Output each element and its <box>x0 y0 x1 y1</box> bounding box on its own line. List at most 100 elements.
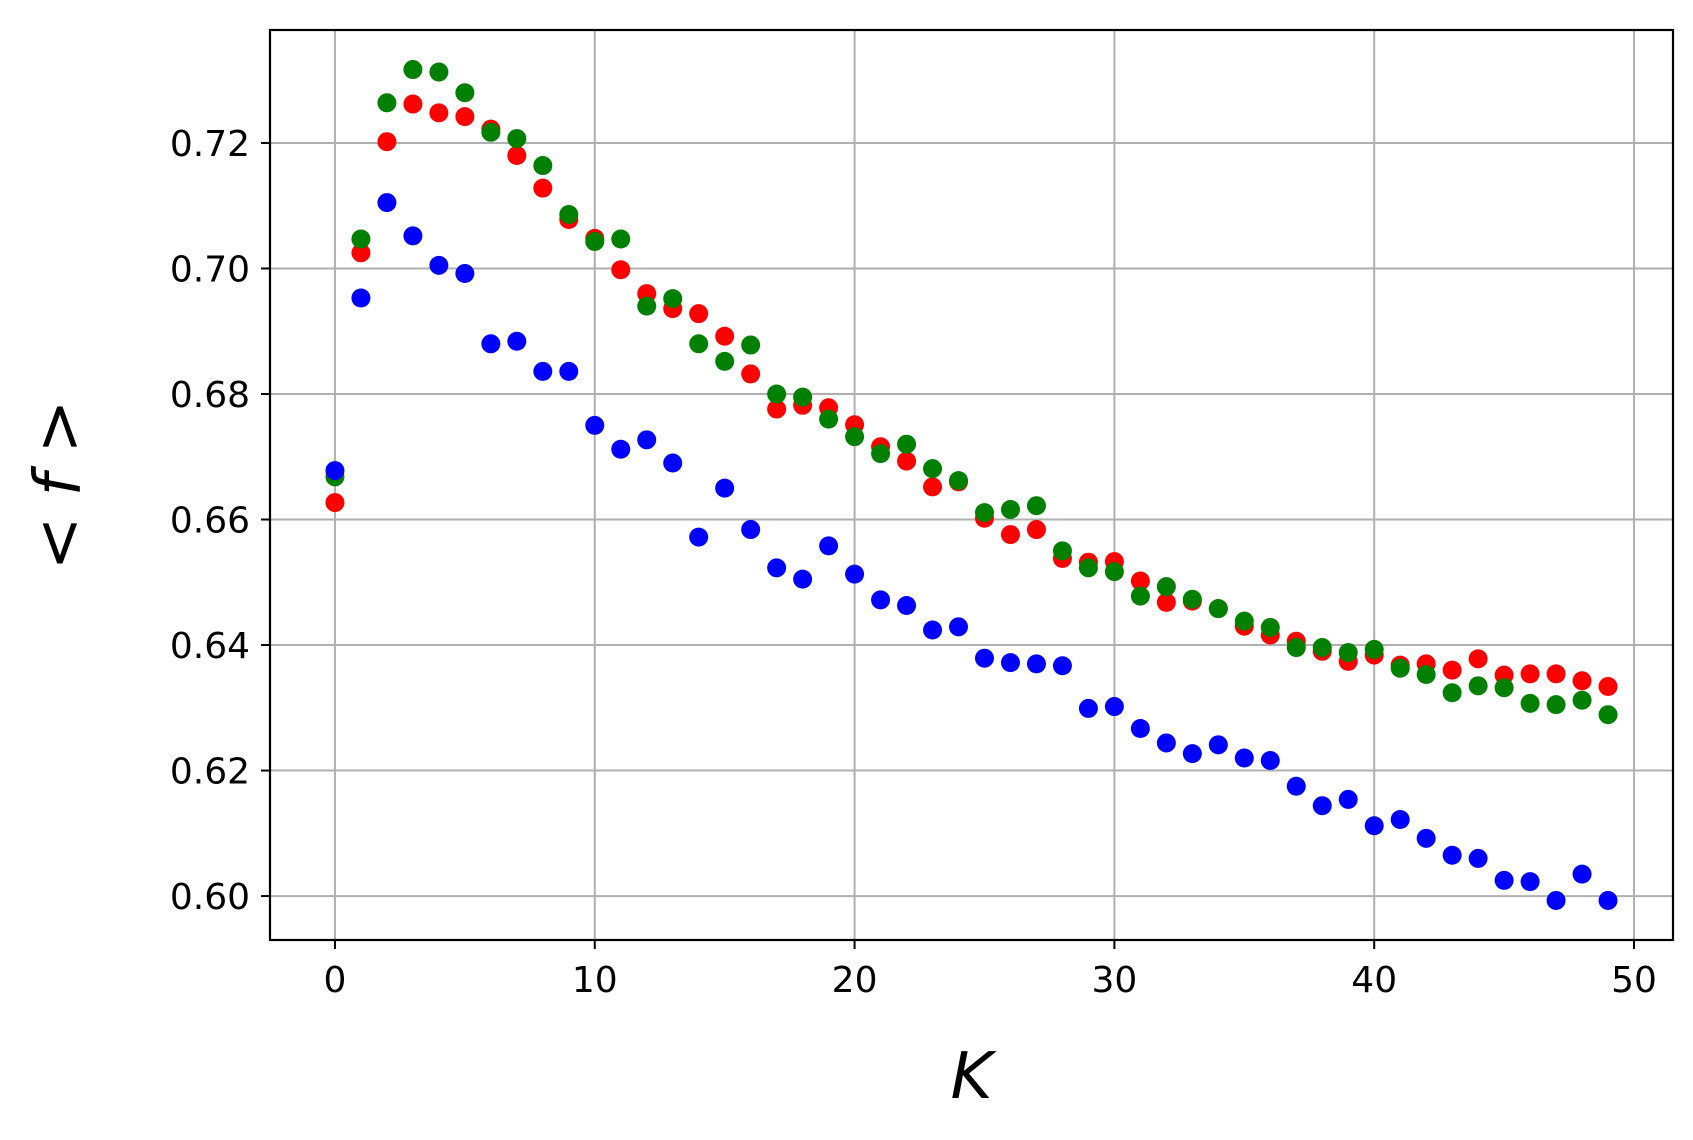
data-point-series-2 <box>1208 735 1228 755</box>
data-point-series-2 <box>1104 697 1124 717</box>
data-point-series-2 <box>1026 654 1046 674</box>
data-points <box>325 60 1618 910</box>
data-point-series-2 <box>1390 810 1410 830</box>
data-point-series-1 <box>403 60 423 80</box>
data-point-series-1 <box>845 427 865 447</box>
data-point-series-0 <box>403 94 423 114</box>
x-axis-label: K <box>951 1040 998 1114</box>
data-point-series-2 <box>507 331 527 351</box>
data-point-series-0 <box>1598 676 1618 696</box>
data-point-series-2 <box>974 648 994 668</box>
data-point-series-2 <box>377 193 397 213</box>
data-point-series-1 <box>1598 705 1618 725</box>
data-point-series-0 <box>923 477 943 497</box>
data-point-series-0 <box>1468 649 1488 669</box>
data-point-series-1 <box>1546 695 1566 715</box>
y-tick-label: 0.70 <box>170 249 250 290</box>
data-point-series-1 <box>923 459 943 479</box>
data-point-series-2 <box>403 226 423 246</box>
data-point-series-1 <box>481 122 501 142</box>
data-point-series-0 <box>429 103 449 123</box>
data-point-series-2 <box>923 620 943 640</box>
data-point-series-2 <box>819 536 839 556</box>
data-point-series-1 <box>1468 676 1488 696</box>
data-point-series-2 <box>1442 845 1462 865</box>
data-point-series-0 <box>1130 571 1150 591</box>
data-point-series-1 <box>1286 638 1306 658</box>
data-point-series-2 <box>845 564 865 584</box>
data-point-series-1 <box>663 289 683 309</box>
data-point-series-1 <box>637 296 657 316</box>
data-point-series-1 <box>585 231 605 251</box>
data-point-series-1 <box>871 444 891 464</box>
data-point-series-2 <box>1286 776 1306 796</box>
x-tick-label: 40 <box>1351 960 1397 1001</box>
data-point-series-2 <box>897 595 917 615</box>
y-tick-label: 0.64 <box>170 626 250 667</box>
data-point-series-0 <box>1546 664 1566 684</box>
data-point-series-0 <box>507 146 527 166</box>
data-point-series-0 <box>325 493 345 513</box>
data-point-series-2 <box>1000 653 1020 673</box>
data-point-series-1 <box>351 229 371 249</box>
data-point-series-2 <box>1520 872 1540 892</box>
data-point-series-1 <box>1026 496 1046 516</box>
data-point-series-2 <box>689 527 709 547</box>
data-point-series-1 <box>1494 678 1514 698</box>
data-point-series-2 <box>1468 848 1488 868</box>
grid-lines <box>270 30 1673 940</box>
data-point-series-2 <box>637 430 657 450</box>
data-point-series-1 <box>1520 693 1540 713</box>
data-point-series-1 <box>715 351 735 371</box>
data-point-series-1 <box>377 93 397 113</box>
plot-background <box>270 30 1673 940</box>
data-point-series-1 <box>741 335 761 355</box>
data-point-series-1 <box>559 205 579 225</box>
data-point-series-0 <box>1156 592 1176 612</box>
data-point-series-2 <box>533 361 553 381</box>
data-point-series-2 <box>871 590 891 610</box>
data-point-series-2 <box>1416 828 1436 848</box>
x-tick-label: 20 <box>832 960 878 1001</box>
data-point-series-1 <box>1312 638 1332 658</box>
y-tick-label: 0.68 <box>170 375 250 416</box>
y-tick-label: 0.62 <box>170 752 250 793</box>
data-point-series-2 <box>1338 789 1358 809</box>
data-point-series-2 <box>663 453 683 473</box>
data-point-series-0 <box>1520 664 1540 684</box>
data-point-series-0 <box>1572 671 1592 691</box>
data-point-series-2 <box>559 361 579 381</box>
plot-frame <box>268 28 1675 942</box>
data-point-series-2 <box>1156 733 1176 753</box>
data-point-series-0 <box>533 178 553 198</box>
data-point-series-2 <box>585 415 605 435</box>
data-point-series-2 <box>1130 719 1150 739</box>
data-point-series-2 <box>1572 864 1592 884</box>
data-point-series-2 <box>1364 816 1384 836</box>
data-point-series-2 <box>1234 748 1254 768</box>
x-tick-label: 0 <box>324 960 347 1001</box>
data-point-series-2 <box>481 334 501 354</box>
data-point-series-2 <box>793 569 813 589</box>
data-point-series-2 <box>1078 698 1098 718</box>
x-tick-label: 50 <box>1611 960 1657 1001</box>
data-point-series-2 <box>1182 744 1202 764</box>
data-point-series-1 <box>767 384 787 404</box>
data-point-series-1 <box>1338 643 1358 663</box>
y-tick-label: 0.60 <box>170 877 250 918</box>
data-point-series-0 <box>351 243 371 263</box>
data-point-series-1 <box>1156 577 1176 597</box>
data-point-series-1 <box>1442 683 1462 703</box>
data-point-series-0 <box>611 260 631 280</box>
data-point-series-2 <box>611 439 631 459</box>
data-point-series-2 <box>715 478 735 498</box>
data-point-series-0 <box>741 364 761 384</box>
data-point-series-2 <box>351 288 371 308</box>
data-point-series-1 <box>793 387 813 407</box>
data-point-series-1 <box>1260 617 1280 637</box>
data-point-series-1 <box>1234 611 1254 631</box>
data-point-series-0 <box>897 451 917 471</box>
data-point-series-1 <box>1208 599 1228 619</box>
data-point-series-2 <box>1494 870 1514 890</box>
